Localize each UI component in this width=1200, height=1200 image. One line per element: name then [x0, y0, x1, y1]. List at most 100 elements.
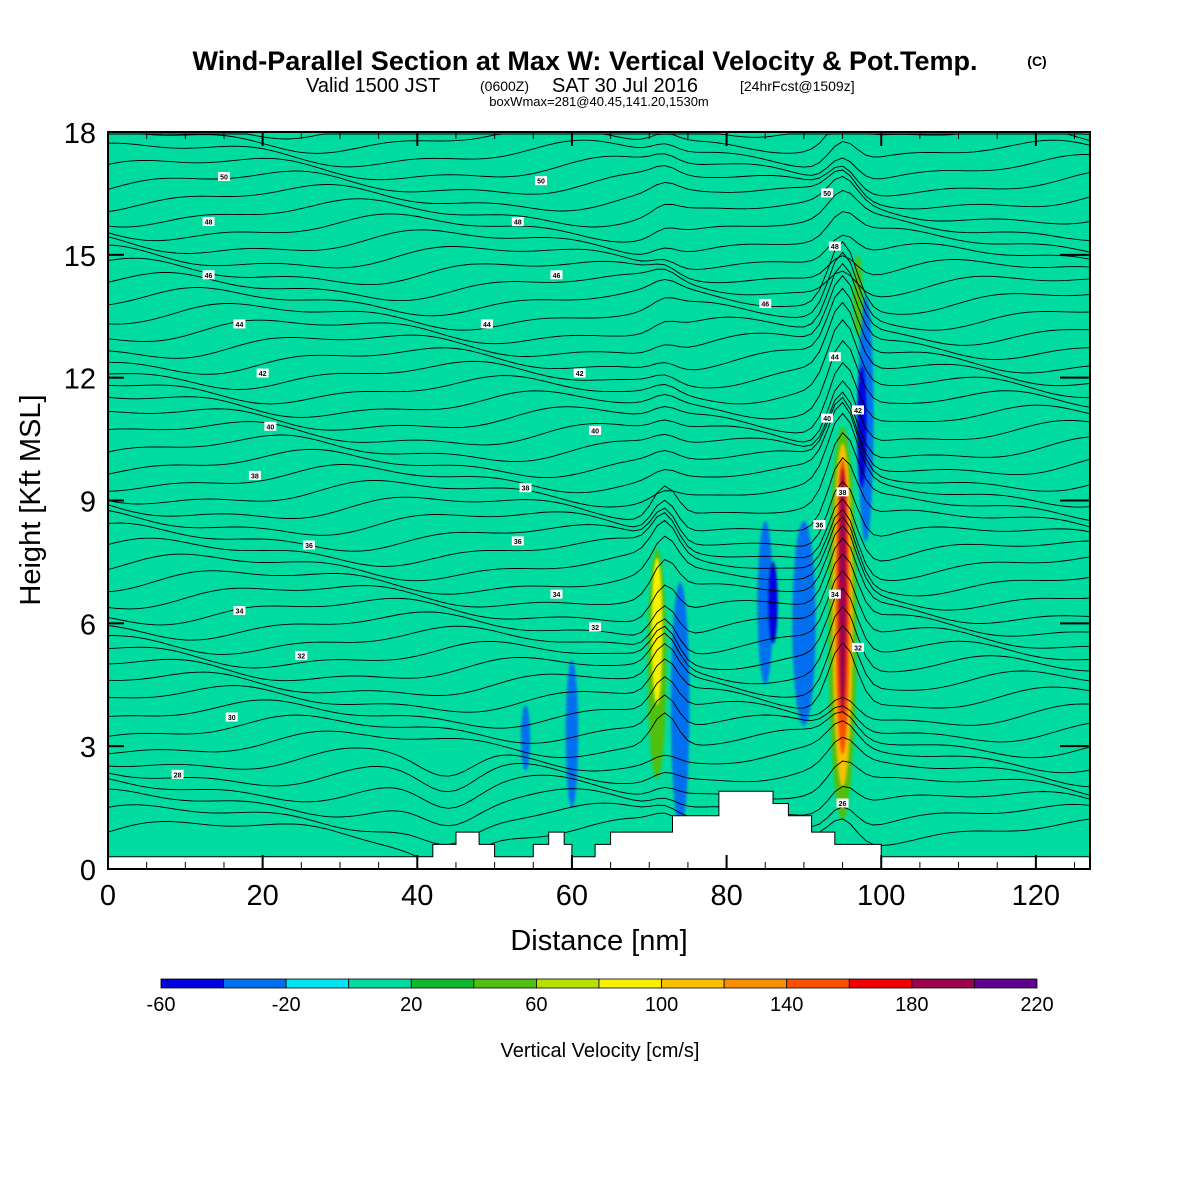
isentrope-line: [108, 587, 1090, 671]
svg-text:34: 34: [831, 592, 839, 599]
velocity-cell: [529, 213, 553, 542]
y-tick-label: 18: [64, 118, 96, 150]
colorbar-segment: [848, 978, 913, 989]
copyright-mark: (C): [1027, 53, 1046, 69]
isentrope-label: 46: [202, 270, 215, 280]
isentrope-line: [108, 287, 1090, 375]
velocity-cell: [440, 418, 472, 747]
svg-text:44: 44: [483, 322, 491, 329]
isentrope-label: 32: [589, 622, 602, 632]
velocity-cell: [838, 467, 847, 714]
colorbar-label: Vertical Velocity [cm/s]: [501, 1040, 700, 1062]
isentrope-line: [108, 711, 1090, 759]
colorbar-segment: [974, 978, 1038, 989]
svg-text:36: 36: [815, 523, 823, 530]
isentrope-label: 38: [519, 483, 532, 493]
svg-text:48: 48: [205, 220, 213, 227]
isentrope-label: 36: [511, 536, 524, 546]
x-tick-label: 0: [100, 880, 116, 912]
colorbar-segment: [723, 978, 788, 989]
isentrope-line: [108, 676, 1090, 729]
isentrope-line: [108, 234, 1090, 270]
isentrope-label: 38: [248, 470, 261, 480]
velocity-streak: [1070, 172, 1090, 808]
x-tick-label: 100: [857, 880, 905, 912]
svg-text:40: 40: [266, 424, 274, 431]
svg-text:38: 38: [251, 473, 259, 480]
svg-text:50: 50: [537, 179, 545, 186]
colorbar-segment: [598, 978, 662, 989]
velocity-streak: [137, 418, 153, 808]
velocity-streak: [223, 295, 251, 677]
colorbar-tick-label: 100: [645, 994, 678, 1016]
x-axis-label: Distance [nm]: [510, 925, 687, 957]
isentrope-line: [108, 642, 1090, 713]
velocity-cell: [757, 520, 773, 685]
colorbar-segment: [661, 978, 725, 989]
y-tick-label: 9: [80, 487, 96, 519]
velocity-cell: [251, 295, 275, 706]
isentrope-line: [108, 802, 1090, 845]
isentrope-line: [108, 153, 1090, 181]
box-max-note: boxWmax=281@40.45,141.20,1530m: [489, 94, 709, 109]
velocity-streak: [736, 295, 755, 743]
velocity-streak: [959, 213, 985, 677]
isentrope-label: 28: [171, 769, 184, 779]
isentrope-label: 50: [535, 176, 548, 186]
isentrope-label: 42: [256, 368, 269, 378]
svg-text:34: 34: [236, 609, 244, 616]
isentrope-label: 50: [821, 188, 834, 198]
isentrope-line: [108, 457, 1090, 536]
isentrope-line: [108, 537, 1090, 626]
isentrope-line: [108, 319, 1090, 405]
isentrope-line: [108, 605, 1090, 685]
isentrope-line: [108, 268, 1090, 302]
velocity-streak: [333, 254, 359, 808]
velocity-cell: [520, 705, 531, 771]
isentrope-line: [108, 190, 1090, 243]
isentrope-line: [108, 515, 1090, 597]
colorbar-tick-label: 140: [770, 994, 803, 1016]
isentrope-line: [108, 432, 1090, 521]
colorbar: -60 -20 20 60 100 140 180 220: [147, 978, 1054, 1016]
isentrope-label: 42: [852, 405, 865, 415]
velocity-cell: [857, 365, 867, 489]
velocity-streak: [779, 377, 804, 677]
svg-text:40: 40: [591, 428, 599, 435]
subtitle-forecast: [24hrFcst@1509z]: [740, 78, 855, 94]
chart-title: Wind-Parallel Section at Max W: Vertical…: [193, 46, 978, 76]
svg-text:42: 42: [259, 371, 267, 378]
isentrope-label: 30: [225, 712, 238, 722]
x-tick-label: 120: [1012, 880, 1060, 912]
colorbar-tick-label: 60: [525, 994, 547, 1016]
terrain: [108, 790, 1090, 869]
svg-text:48: 48: [831, 244, 839, 251]
svg-text:46: 46: [553, 273, 561, 280]
colorbar-tick-label: 220: [1020, 994, 1053, 1016]
svg-text:42: 42: [576, 371, 584, 378]
svg-text:32: 32: [297, 654, 305, 661]
isentrope-line: [108, 361, 1090, 434]
velocity-streak: [403, 418, 432, 677]
y-tick-label: 12: [64, 364, 96, 396]
isentrope-label: 32: [295, 651, 308, 661]
colorbar-tick-label: 20: [400, 994, 422, 1016]
velocity-cell: [670, 582, 690, 829]
subtitle-date: SAT 30 Jul 2016: [552, 75, 698, 97]
svg-text:44: 44: [831, 355, 839, 362]
isentrope-line: [108, 262, 1090, 346]
isentrope-label: 32: [852, 642, 865, 652]
colorbar-tick-label: -60: [147, 994, 176, 1016]
colorbar-segment: [160, 978, 224, 989]
svg-text:28: 28: [174, 772, 182, 779]
isentrope-line: [108, 391, 1090, 463]
colorbar-tick-label: 180: [895, 994, 928, 1016]
velocity-streak: [625, 336, 647, 775]
velocity-streak: [916, 418, 936, 743]
x-tick-label: 80: [710, 880, 742, 912]
isentrope-label: 42: [573, 368, 586, 378]
isentrope-label: 36: [303, 540, 316, 550]
velocity-cell: [367, 295, 391, 624]
y-tick-label: 3: [80, 732, 96, 764]
